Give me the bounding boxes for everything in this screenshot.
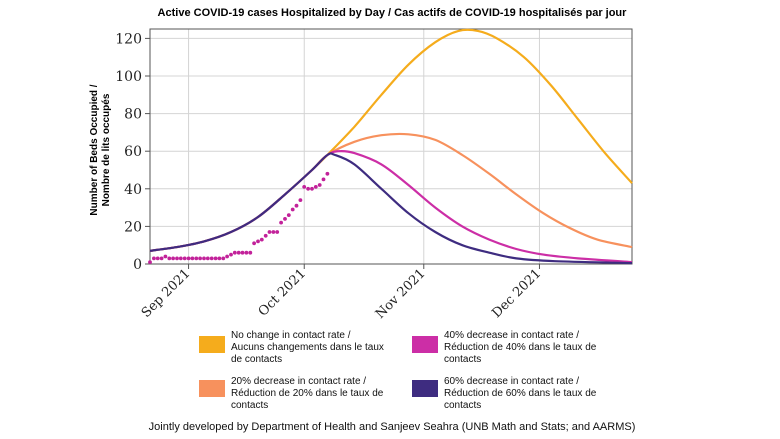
observed-point [159, 256, 164, 261]
legend-text-40-1: 40% decrease in contact rate / [444, 330, 579, 341]
legend-text-no-change-1: No change in contact rate / [231, 330, 351, 341]
observed-point [283, 217, 287, 221]
footer-credit: Jointly developed by Department of Healt… [149, 421, 636, 433]
observed-point [178, 256, 183, 261]
series-line-60-percent [149, 152, 633, 265]
x-axis: Sep 2021 Oct 2021 Nov 2021 Dec 2021 [139, 264, 544, 322]
legend: No change in contact rate / Aucuns chang… [199, 330, 597, 411]
observed-point [167, 256, 172, 261]
legend-swatch-40 [412, 336, 438, 353]
observed-point [232, 250, 237, 255]
observed-point [321, 177, 326, 182]
y-tick-label: 20 [124, 219, 142, 235]
observed-point [152, 256, 156, 261]
observed-points [148, 171, 330, 264]
observed-point [310, 186, 314, 191]
observed-point [244, 250, 249, 255]
observed-point [198, 256, 203, 261]
observed-point [163, 254, 168, 259]
series-line-no-change [149, 28, 633, 252]
observed-point [148, 260, 152, 264]
legend-text-20-3: contacts [231, 400, 268, 411]
observed-point [298, 198, 303, 203]
y-axis-label-line-2: Nombre de lits occupés [101, 93, 112, 206]
legend-item-40: 40% decrease in contact rate / Réduction… [412, 330, 597, 365]
chart-title: Active COVID-19 cases Hospitalized by Da… [158, 7, 628, 19]
observed-point [317, 183, 322, 187]
legend-text-no-change-3: de contacts [231, 354, 282, 365]
legend-text-20-1: 20% decrease in contact rate / [231, 376, 366, 387]
observed-point [209, 256, 214, 261]
observed-point [313, 185, 318, 189]
observed-point [259, 237, 264, 242]
observed-point [225, 254, 230, 259]
observed-point [267, 230, 272, 234]
legend-text-60-1: 60% decrease in contact rate / [444, 376, 579, 387]
observed-point [252, 241, 256, 246]
observed-point [194, 256, 199, 261]
observed-point [155, 256, 160, 261]
y-tick-label: 60 [124, 144, 142, 160]
observed-point [175, 256, 179, 261]
observed-point [205, 256, 210, 261]
observed-point [190, 256, 195, 261]
observed-point [229, 252, 233, 257]
observed-point [294, 203, 299, 208]
observed-point [325, 171, 330, 176]
observed-point [182, 256, 187, 261]
observed-point [202, 256, 206, 261]
observed-point [240, 250, 245, 255]
observed-point [306, 186, 310, 191]
legend-swatch-no-change [199, 336, 225, 353]
legend-swatch-60 [412, 380, 438, 397]
observed-point [213, 256, 218, 261]
observed-point [263, 233, 268, 238]
legend-text-60-2: Réduction de 60% dans le taux de [444, 388, 597, 399]
y-tick-label: 0 [133, 257, 142, 273]
observed-point [217, 256, 222, 261]
legend-text-40-2: Réduction de 40% dans le taux de [444, 342, 597, 353]
x-tick-label: Dec 2021 [489, 266, 544, 321]
legend-text-60-3: contacts [444, 400, 481, 411]
observed-point [286, 213, 291, 218]
observed-point [275, 230, 280, 234]
y-axis-label-line-1: Number of Beds Occupied / [89, 84, 100, 215]
observed-point [186, 256, 191, 261]
x-tick-label: Nov 2021 [373, 266, 429, 322]
observed-point [279, 220, 283, 225]
x-tick-label: Sep 2021 [139, 266, 194, 321]
observed-point [271, 230, 276, 234]
observed-point [290, 207, 295, 212]
legend-item-20: 20% decrease in contact rate / Réduction… [199, 376, 384, 411]
observed-point [248, 250, 253, 255]
y-axis: 0 20 40 60 80 100 120 [115, 31, 150, 273]
plot-area [149, 28, 633, 265]
x-tick-label: Oct 2021 [256, 266, 309, 319]
y-tick-label: 120 [115, 31, 142, 47]
series-lines [149, 28, 633, 265]
observed-point [221, 256, 226, 261]
y-tick-label: 40 [124, 182, 142, 198]
y-axis-label: Number of Beds Occupied / Nombre de lits… [89, 84, 112, 215]
legend-text-20-2: Réduction de 20% dans le taux de [231, 388, 384, 399]
legend-item-60: 60% decrease in contact rate / Réduction… [412, 376, 597, 411]
legend-text-40-3: contacts [444, 354, 481, 365]
legend-text-no-change-2: Aucuns changements dans le taux [231, 342, 384, 353]
observed-point [256, 239, 260, 244]
y-tick-label: 100 [115, 69, 142, 85]
legend-swatch-20 [199, 380, 225, 397]
observed-point [236, 250, 241, 255]
legend-item-no-change: No change in contact rate / Aucuns chang… [199, 330, 384, 365]
observed-point [171, 256, 176, 261]
series-line-40-percent [149, 149, 633, 264]
observed-point [302, 185, 307, 189]
gridlines [150, 29, 632, 265]
y-tick-label: 80 [124, 107, 142, 123]
